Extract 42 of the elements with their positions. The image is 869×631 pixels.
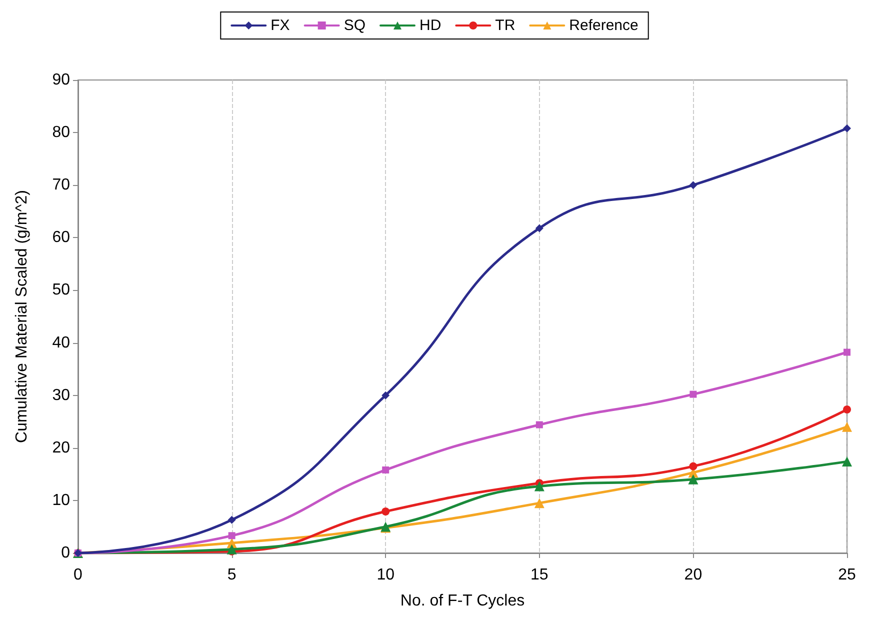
- y-tick-label: 50: [52, 282, 70, 299]
- y-tick-label: 20: [52, 439, 70, 456]
- point: [535, 224, 544, 232]
- y-tick-label: 60: [52, 229, 70, 246]
- x-tick-label: 15: [530, 566, 548, 584]
- point: [228, 516, 236, 524]
- legend-label: HD: [419, 17, 442, 34]
- legend-label: TR: [495, 17, 516, 34]
- point: [534, 481, 544, 492]
- legend-label: SQ: [344, 17, 366, 34]
- x-tick-label: 10: [376, 566, 395, 584]
- x-tick-label: 25: [838, 566, 856, 584]
- x-axis-title: No. of F-T Cycles: [400, 592, 525, 610]
- y-tick-label: 30: [52, 386, 70, 404]
- point: [382, 466, 390, 474]
- point: [226, 544, 237, 554]
- point: [844, 348, 850, 356]
- y-tick-label: 10: [52, 492, 70, 509]
- point: [689, 181, 698, 190]
- point: [536, 421, 543, 428]
- y-tick-label: 90: [52, 72, 70, 88]
- point: [688, 474, 698, 484]
- x-tick-label: 20: [684, 566, 702, 584]
- point: [842, 456, 852, 467]
- y-tick-label: 40: [52, 334, 70, 352]
- point: [382, 507, 390, 516]
- point: [228, 532, 236, 540]
- y-tick-label: 0: [61, 544, 70, 562]
- point: [689, 462, 698, 470]
- y-tick-label: 80: [52, 124, 70, 142]
- point: [534, 498, 544, 508]
- legend-label: Reference: [569, 17, 638, 34]
- point: [690, 390, 697, 398]
- point: [842, 422, 852, 432]
- point: [382, 391, 390, 400]
- legend-label: FX: [270, 17, 290, 34]
- x-tick-label: 0: [74, 566, 83, 584]
- point: [843, 124, 851, 132]
- x-tick-label: 5: [227, 566, 236, 584]
- point: [843, 406, 851, 414]
- y-tick-label: 70: [52, 176, 70, 194]
- y-axis-title: Cumulative Material Scaled (g/m^2): [14, 190, 30, 443]
